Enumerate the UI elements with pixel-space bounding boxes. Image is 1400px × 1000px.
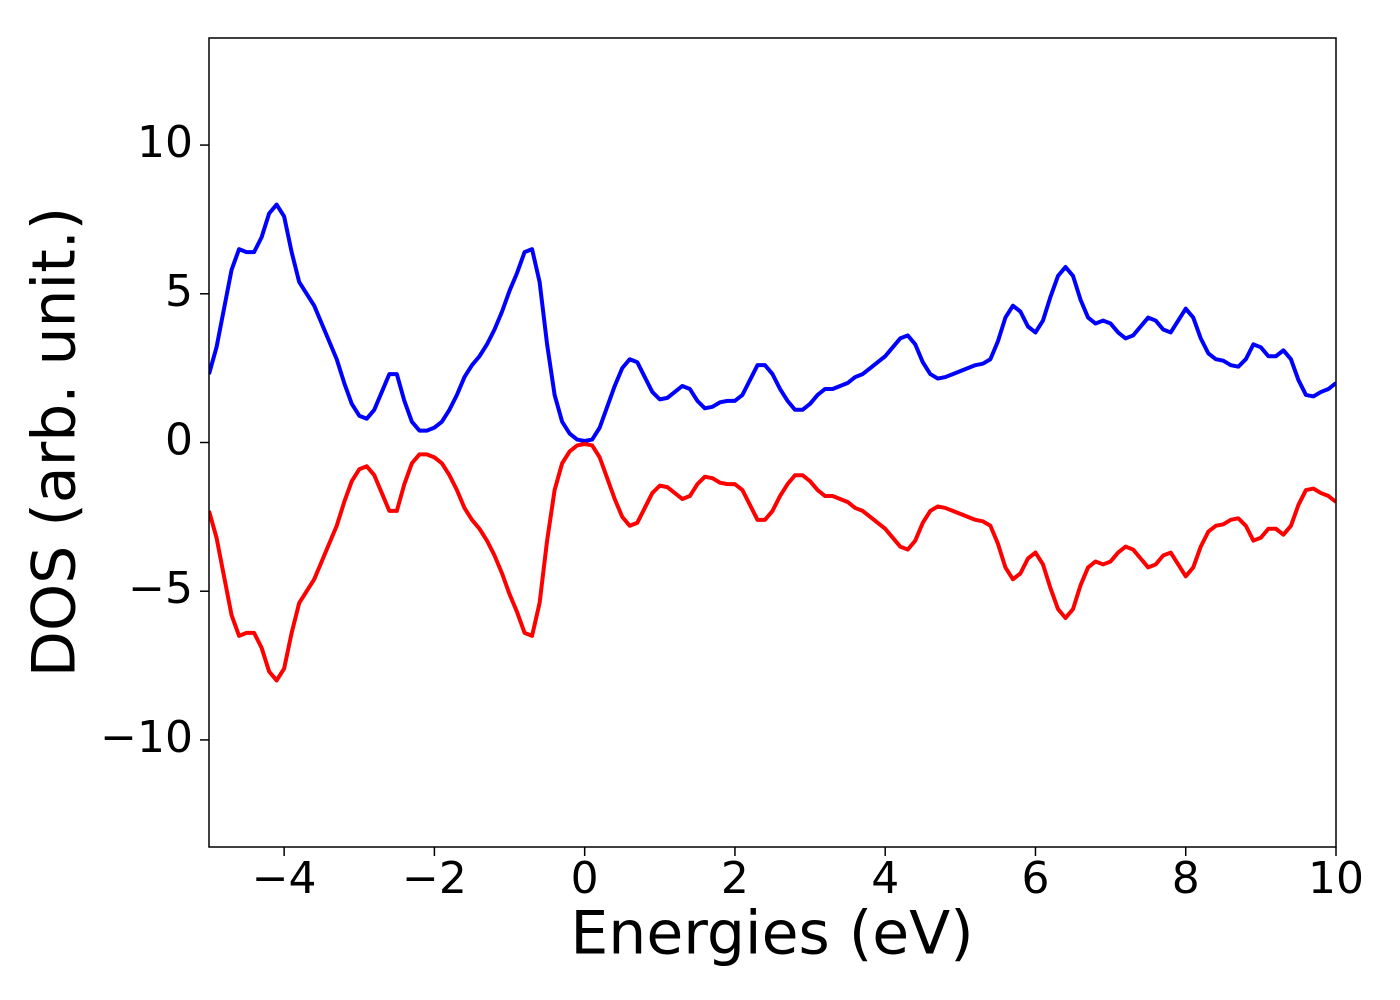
y-tick-label: 5 (165, 266, 193, 317)
dos-line (209, 441, 1336, 683)
x-tick-label: −2 (402, 853, 467, 904)
x-tick-label: 10 (1308, 853, 1364, 904)
x-tick-label: 4 (871, 853, 899, 904)
y-tick-label: 0 (165, 415, 193, 466)
x-tick-label: 8 (1172, 853, 1200, 904)
y-tick-label: −5 (128, 563, 193, 614)
x-tick-label: 2 (721, 853, 749, 904)
x-tick-label: 0 (571, 853, 599, 904)
x-axis-label: Energies (eV) (570, 899, 973, 969)
x-tick-label: 6 (1021, 853, 1049, 904)
plot-frame (208, 37, 1337, 848)
y-axis-label: DOS (arb. unit.) (20, 207, 90, 677)
y-tick-label: −10 (100, 712, 193, 763)
x-tick-label: −4 (252, 853, 317, 904)
dos-line (209, 202, 1336, 444)
y-tick-label: 10 (137, 117, 193, 168)
